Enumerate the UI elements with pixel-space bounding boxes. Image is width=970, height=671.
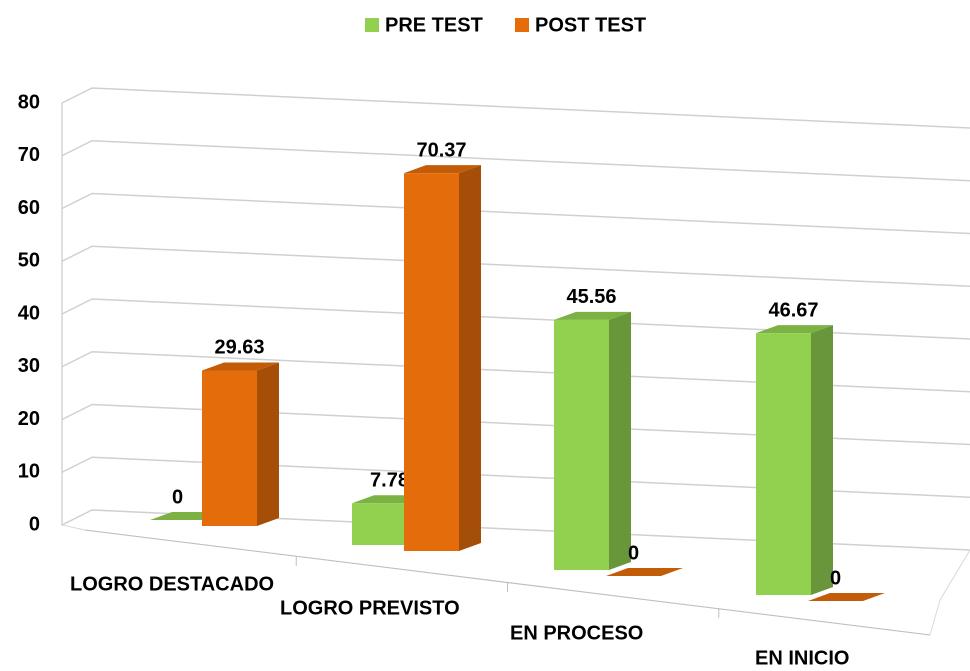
bar-side	[257, 362, 279, 526]
value-label: 46.67	[768, 299, 818, 321]
value-label: 45.56	[566, 286, 616, 308]
bar	[202, 362, 279, 526]
bar	[606, 568, 683, 576]
bar-side	[459, 165, 481, 551]
legend-label: PRE TEST	[385, 14, 483, 36]
value-label: 0	[172, 486, 183, 508]
grid-line	[61, 87, 970, 129]
bar	[404, 165, 481, 551]
value-label: 29.63	[214, 337, 264, 359]
grid-line	[61, 456, 970, 498]
value-label: 7.78	[370, 470, 409, 492]
y-tick-label: 50	[18, 250, 40, 272]
grid-line	[61, 139, 970, 182]
bar-front	[352, 503, 407, 545]
grid-line	[61, 509, 970, 551]
legend-label: POST TEST	[535, 14, 646, 36]
bar-front	[554, 319, 609, 570]
grid-line	[61, 245, 970, 287]
y-tick-label: 60	[18, 197, 40, 219]
bar-top	[202, 362, 279, 371]
value-label: 0	[830, 567, 841, 589]
bar-front	[756, 333, 811, 595]
grid-line	[61, 350, 970, 393]
bar-top	[808, 593, 885, 601]
value-label: 70.37	[416, 139, 466, 161]
bar	[756, 325, 833, 595]
bar-front	[404, 173, 459, 551]
y-tick-label: 40	[18, 302, 40, 324]
grid-line	[61, 192, 970, 235]
bar-front	[202, 370, 257, 526]
y-tick-label: 0	[29, 513, 40, 535]
bar-top	[404, 165, 481, 174]
grid-line	[61, 298, 970, 340]
value-label: 0	[628, 542, 639, 564]
y-tick-label: 70	[18, 144, 40, 166]
x-tick-label: EN INICIO	[755, 647, 849, 669]
y-tick-label: 80	[18, 91, 40, 113]
y-tick-label: 30	[18, 355, 40, 377]
bar	[554, 311, 631, 570]
legend-swatch	[365, 18, 379, 32]
bar	[808, 593, 885, 601]
x-tick-label: EN PROCESO	[510, 622, 643, 644]
x-tick-label: LOGRO PREVISTO	[280, 597, 460, 619]
grid-line	[61, 403, 970, 446]
bar-top	[756, 325, 833, 334]
bar-side	[609, 311, 631, 570]
y-tick-label: 10	[18, 461, 40, 483]
bar-top	[606, 568, 683, 576]
y-tick-label: 20	[18, 408, 40, 430]
bar-side	[811, 325, 833, 595]
legend-swatch	[515, 18, 529, 32]
x-tick-label: LOGRO DESTACADO	[70, 573, 274, 595]
bar-top	[554, 311, 631, 320]
